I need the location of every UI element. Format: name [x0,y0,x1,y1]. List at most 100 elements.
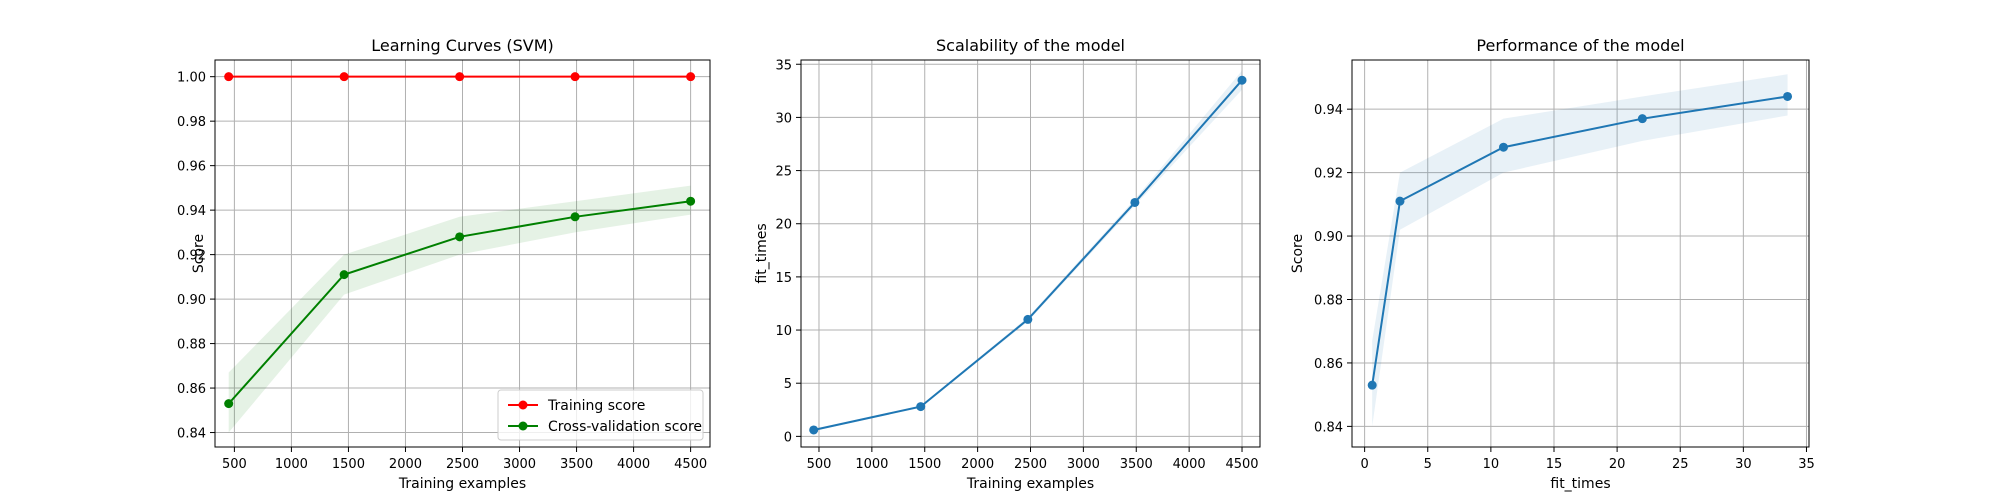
learning-curves-y-tick-label: 0.88 [177,338,206,353]
performance-x-tick-label: 20 [1609,457,1626,472]
scalability-y-tick-label: 15 [775,271,792,286]
performance-y-tick-label: 0.84 [1314,420,1343,435]
learning-curves-y-tick-label: 0.96 [177,160,206,175]
performance-x-tick-label: 25 [1672,457,1689,472]
learning-curves-y-tick-label: 0.86 [177,382,206,397]
learning-curves-x-tick-label: 500 [222,457,247,472]
performance-title: Performance of the model [1476,36,1684,55]
legend-training-label: Training score [547,398,645,414]
scalability-y-label: fit_times [754,223,770,283]
performance-y-tick-label: 0.88 [1314,293,1343,308]
learning-curves-series-0-point [686,72,696,82]
scalability-x-tick-label: 2000 [961,457,994,472]
scalability-y-tick-label: 30 [775,111,792,126]
performance-series-0-point [1367,380,1377,390]
learning-curves-x-tick-label: 3000 [503,457,536,472]
performance-y-tick-label: 0.92 [1314,167,1343,182]
learning-curves-y-label: Score [191,234,207,273]
performance-x-tick-label: 10 [1483,457,1500,472]
scalability-y-tick-label: 5 [784,377,792,392]
performance-x-tick-label: 30 [1735,457,1752,472]
learning-curves-x-tick-label: 3500 [560,457,593,472]
scalability-x-label: Training examples [966,476,1094,492]
learning-curves-points [224,72,696,409]
performance-y-ticks: 0.84 0.86 0.88 0.90 0.92 0.94 [1314,103,1352,435]
learning-curves-series-1-point [339,270,349,280]
performance-grid [1352,60,1809,447]
learning-curves-y-ticks: 0.84 0.86 0.88 0.90 0.92 0.94 0.96 0.98 1.00 [177,71,215,442]
scalability-y-ticks: 0 5 10 15 20 25 30 35 [775,58,801,445]
performance-x-tick-label: 15 [1546,457,1563,472]
learning-curves-y-tick-label: 0.90 [177,293,206,308]
performance-x-tick-label: 5 [1424,457,1432,472]
scalability-panel: 500 1000 1500 2000 2500 3000 3500 4000 4500 0 5 10… [754,36,1261,492]
learning-curves-x-label: Training examples [398,476,526,492]
learning-curves-x-tick-label: 1500 [332,457,365,472]
scalability-x-tick-label: 3500 [1120,457,1153,472]
learning-curves-title: Learning Curves (SVM) [371,36,554,55]
performance-series-0-point [1637,114,1647,124]
performance-x-tick-label: 0 [1360,457,1368,472]
scalability-y-tick-label: 0 [784,430,792,445]
scalability-y-tick-label: 35 [775,58,792,73]
scalability-series-0-point [1237,75,1247,85]
learning-curves-panel: 500 1000 1500 2000 2500 3000 3500 4000 4500 0.84… [177,36,711,492]
scalability-series-0-point [1130,197,1140,207]
learning-curves-x-tick-label: 4000 [617,457,650,472]
performance-x-label: fit_times [1550,476,1610,492]
legend: Training score Cross-validation score [497,389,704,441]
scalability-y-tick-label: 20 [775,218,792,233]
performance-frame [1351,59,1810,448]
scalability-x-tick-label: 1000 [855,457,888,472]
legend-training-marker [518,400,528,410]
performance-series-0-point [1498,142,1508,152]
scalability-series-0-point [1023,314,1033,324]
performance-x-tick-label: 35 [1798,457,1815,472]
learning-curves-x-tick-label: 2500 [446,457,479,472]
learning-curves-series-1-point [455,232,465,242]
learning-curves-series-1-point [570,212,580,222]
learning-curves-y-tick-label: 0.84 [177,427,206,442]
scalability-x-tick-label: 500 [807,457,832,472]
scalability-y-tick-label: 25 [775,165,792,180]
learning-curves-series-0-point [224,72,234,82]
learning-curves-y-tick-label: 0.98 [177,115,206,130]
scalability-x-tick-label: 2500 [1014,457,1047,472]
performance-x-ticks: 0 5 10 15 20 25 30 35 [1360,447,1815,472]
legend-cv-label: Cross-validation score [548,419,702,435]
scalability-x-ticks: 500 1000 1500 2000 2500 3000 3500 4000 4500 [807,447,1259,472]
performance-y-tick-label: 0.86 [1314,357,1343,372]
scalability-x-tick-label: 3000 [1067,457,1100,472]
performance-points [1367,91,1793,390]
learning-curves-series-1-point [224,399,234,409]
learning-curves-y-tick-label: 0.92 [177,249,206,264]
performance-y-label: Score [1290,234,1306,273]
learning-curves-series-0-point [339,72,349,82]
scalability-title: Scalability of the model [936,36,1125,55]
scalability-points [809,75,1247,435]
performance-y-tick-label: 0.94 [1314,103,1343,118]
scalability-x-tick-label: 4000 [1173,457,1206,472]
scalability-series-0-point [809,425,819,435]
legend-cv-marker [518,421,528,431]
performance-series-0-point [1395,196,1405,206]
performance-series-0-point [1783,91,1793,101]
learning-curves-x-tick-label: 4500 [674,457,707,472]
scalability-y-tick-label: 10 [775,324,792,339]
performance-panel: 0 5 10 15 20 25 30 35 0.840.860.880.900.920.94 … [1290,36,1815,492]
legend-box [497,389,704,441]
learning-curves-y-tick-label: 1.00 [177,71,206,86]
learning-curves-series-1-point [686,196,696,206]
learning-curves-y-tick-label: 0.94 [177,204,206,219]
scalability-x-tick-label: 1500 [908,457,941,472]
scalability-x-tick-label: 4500 [1225,457,1258,472]
scalability-grid [801,60,1260,447]
learning-curves-x-tick-label: 1000 [275,457,308,472]
scalability-series-0-point [916,402,926,412]
learning-curves-series-0-point [455,72,465,82]
learning-curves-series-0-point [570,72,580,82]
learning-curves-x-ticks: 500 1000 1500 2000 2500 3000 3500 4000 4500 [222,447,707,472]
learning-curves-x-tick-label: 2000 [389,457,422,472]
